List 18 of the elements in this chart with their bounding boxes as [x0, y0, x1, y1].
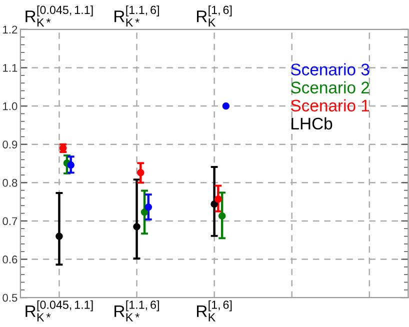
text: Scenario 3	[291, 63, 370, 76]
x-tick-label: R$^{[1.1,6]}$$_{K*}$	[114, 300, 159, 322]
text: Scenario 2	[291, 81, 370, 94]
category-label: R$^{[0.045,1.1]}$$_{K*}$	[26, 5, 93, 26]
y-tick-label: 0.9	[2, 140, 18, 148]
y-tick-label: 0.5	[2, 294, 18, 302]
category-label: R$^{[1.1,6]}$$_{K*}$	[114, 5, 159, 26]
category-label: R$^{[1,6]}$$_{K}$	[197, 5, 232, 26]
y-tick-label: 1.0	[3, 102, 18, 110]
y-tick-label: 1.2	[3, 26, 18, 34]
y-tick-label: 0.8	[2, 178, 18, 187]
x-tick-label: R$^{[1,6]}$$_{K}$	[197, 300, 232, 322]
x-tick-label: R$^{[0.045,1.1]}$$_{K*}$	[26, 300, 93, 322]
y-tick-label: 1.1	[3, 64, 18, 72]
text: LHCb	[292, 117, 332, 130]
y-tick-label: 0.7	[2, 217, 18, 226]
text: Scenario 1	[291, 99, 370, 112]
y-tick-label: 0.6	[2, 256, 18, 264]
